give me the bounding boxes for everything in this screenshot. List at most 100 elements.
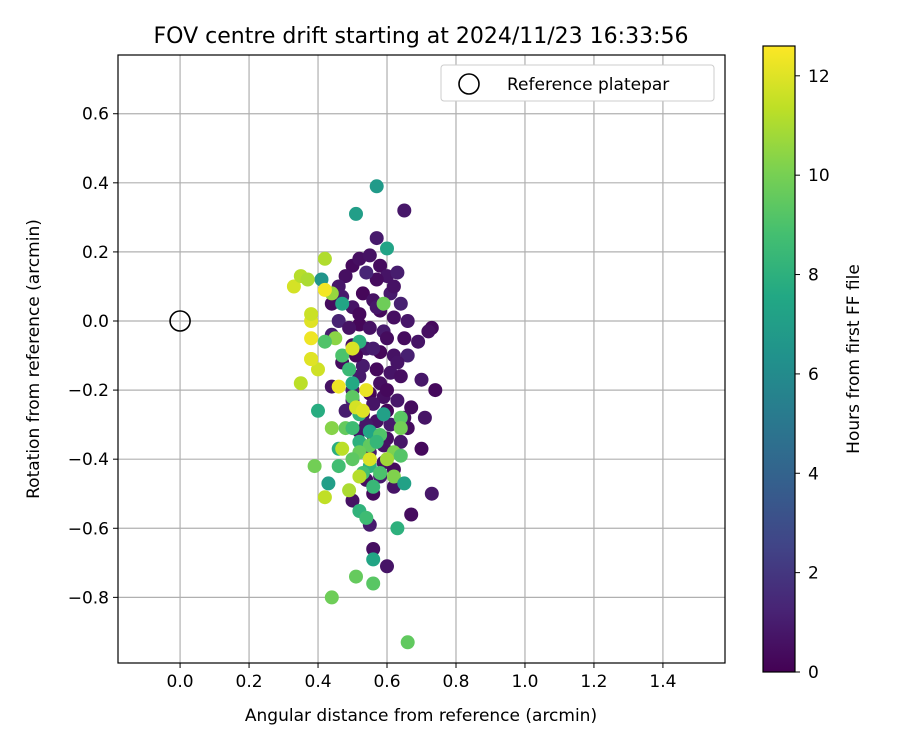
data-point bbox=[411, 334, 426, 349]
y-tick-label: 0.2 bbox=[82, 243, 109, 263]
data-point bbox=[324, 590, 339, 605]
data-point bbox=[324, 421, 339, 436]
data-point bbox=[342, 362, 357, 377]
colorbar-label: Hours from first FF file bbox=[844, 264, 864, 454]
colorbar: 0 2 4 6 8 10 12 Hours from first FF file bbox=[762, 45, 864, 683]
data-point bbox=[311, 362, 325, 377]
data-point bbox=[414, 441, 429, 456]
data-point bbox=[390, 521, 405, 536]
data-point bbox=[359, 265, 374, 280]
data-point bbox=[345, 421, 360, 436]
data-point bbox=[369, 231, 384, 246]
data-point bbox=[404, 507, 419, 522]
data-point bbox=[424, 486, 439, 501]
x-tick-label: 1.2 bbox=[580, 672, 607, 692]
data-point bbox=[286, 279, 301, 294]
legend: Reference platepar bbox=[440, 64, 715, 102]
data-point bbox=[311, 403, 325, 418]
x-axis-ticks: 0.0 0.2 0.4 0.6 0.8 1.0 1.2 1.4 bbox=[167, 663, 676, 692]
data-point bbox=[404, 400, 419, 415]
data-point bbox=[307, 459, 322, 474]
data-point bbox=[366, 396, 381, 411]
data-point bbox=[304, 352, 319, 366]
x-tick-label: 0.0 bbox=[167, 672, 194, 692]
x-tick-label: 1.4 bbox=[649, 672, 676, 692]
x-tick-label: 0.8 bbox=[442, 672, 469, 692]
data-point bbox=[342, 320, 357, 335]
y-tick-label: −0.2 bbox=[68, 381, 109, 401]
data-point bbox=[324, 296, 339, 311]
data-point bbox=[317, 490, 332, 505]
data-point bbox=[393, 296, 408, 311]
x-tick-label: 0.6 bbox=[373, 672, 400, 692]
y-axis-label: Rotation from reference (arcmin) bbox=[24, 219, 44, 499]
data-point bbox=[380, 559, 394, 574]
y-tick-label: 0.4 bbox=[82, 174, 109, 194]
data-point bbox=[335, 441, 350, 456]
data-point bbox=[345, 452, 360, 467]
legend-entry-reference: Reference platepar bbox=[507, 75, 669, 95]
data-point bbox=[359, 383, 374, 398]
data-point bbox=[380, 241, 394, 256]
data-point bbox=[373, 258, 388, 273]
legend-marker-icon bbox=[458, 73, 480, 95]
data-point bbox=[390, 393, 405, 408]
data-point bbox=[362, 452, 377, 467]
reference-platepar-marker bbox=[169, 310, 191, 332]
data-point bbox=[352, 469, 367, 484]
data-points bbox=[286, 179, 443, 650]
data-point bbox=[393, 448, 408, 463]
data-point bbox=[393, 421, 408, 436]
colorbar-tick-label: 12 bbox=[808, 67, 830, 87]
data-point bbox=[414, 372, 429, 387]
data-point bbox=[400, 348, 415, 363]
data-point bbox=[331, 459, 346, 474]
data-point bbox=[293, 376, 308, 391]
data-point bbox=[335, 296, 350, 311]
data-point bbox=[380, 383, 394, 398]
colorbar-tick-label: 6 bbox=[808, 365, 819, 385]
colorbar-gradient bbox=[762, 45, 796, 673]
colorbar-tick-label: 2 bbox=[808, 564, 819, 584]
data-point bbox=[376, 407, 391, 422]
data-point bbox=[393, 410, 408, 425]
data-point bbox=[369, 272, 384, 287]
data-point bbox=[417, 410, 432, 425]
colorbar-ticks: 0 2 4 6 8 10 12 bbox=[795, 67, 830, 683]
data-point bbox=[331, 379, 346, 394]
y-tick-label: 0.0 bbox=[82, 312, 109, 332]
legend-box bbox=[440, 64, 715, 102]
data-point bbox=[300, 272, 315, 287]
data-point bbox=[397, 203, 412, 218]
data-point bbox=[376, 296, 391, 311]
data-point bbox=[386, 469, 401, 484]
data-point bbox=[400, 314, 415, 328]
data-point bbox=[386, 279, 401, 294]
colorbar-tick-label: 10 bbox=[808, 166, 830, 186]
grid bbox=[118, 55, 725, 663]
data-point bbox=[349, 206, 363, 221]
colorbar-tick-label: 4 bbox=[808, 464, 819, 484]
data-point bbox=[393, 434, 408, 449]
data-point bbox=[366, 542, 381, 556]
data-point bbox=[366, 552, 381, 567]
data-point bbox=[321, 476, 336, 491]
data-point bbox=[373, 466, 388, 480]
data-point bbox=[352, 307, 367, 322]
data-point bbox=[342, 483, 357, 498]
data-point bbox=[397, 476, 412, 491]
data-point bbox=[397, 331, 412, 346]
data-point bbox=[349, 569, 363, 584]
data-point bbox=[380, 331, 394, 346]
chart-title: FOV centre drift starting at 2024/11/23 … bbox=[154, 24, 689, 49]
y-tick-label: −0.4 bbox=[68, 450, 109, 470]
data-point bbox=[366, 479, 381, 494]
data-point bbox=[366, 576, 381, 591]
data-point bbox=[393, 369, 408, 384]
y-axis-ticks: 0.6 0.4 0.2 0.0 −0.2 −0.4 −0.6 −0.8 bbox=[68, 105, 118, 608]
data-point bbox=[317, 251, 332, 266]
data-point bbox=[359, 510, 374, 525]
data-point bbox=[304, 331, 319, 346]
x-axis-label: Angular distance from reference (arcmin) bbox=[245, 706, 597, 726]
